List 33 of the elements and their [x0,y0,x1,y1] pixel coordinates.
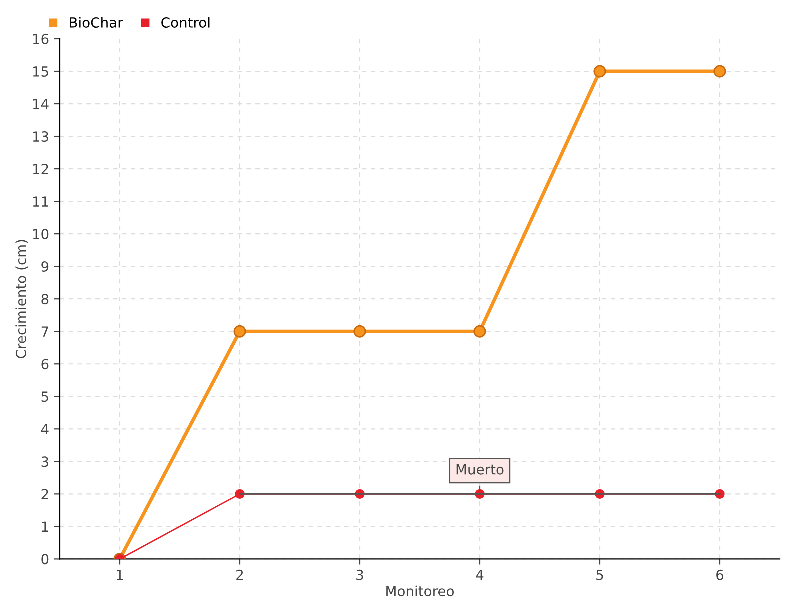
y-tick-label: 0 [42,554,49,565]
point [594,65,606,78]
point [474,325,486,338]
y-tick-label: 6 [42,359,49,370]
y-tick-label: 1 [42,522,48,532]
y-tick-label: 13 [33,132,48,142]
x-tick-label: 5 [596,570,604,580]
y-tick-label: 8 [42,294,49,305]
y-tick-label: 16 [33,34,49,44]
x-axis-title: Monitoreo [386,586,454,597]
annotation: Muerto [456,464,504,475]
legend-label: BioChar [70,17,124,28]
y-tick-label: 9 [42,262,49,272]
y-tick-label: 10 [33,229,49,240]
y-tick-label: 5 [42,392,48,402]
y-tick-label: 14 [33,99,49,110]
y-tick-label: 3 [42,456,48,468]
legend-label: Control [162,17,210,28]
y-tick-label: 4 [41,424,49,434]
x-tick-label: 6 [716,570,724,580]
y-tick-label: 2 [42,489,48,500]
y-tick-label: 12 [33,164,48,174]
y-tick-label: 11 [33,196,48,207]
y-axis-title: Crecimiento (cm) [16,240,28,358]
point [234,325,246,338]
x-tick-label: 3 [356,570,364,580]
x-tick-label: 2 [236,570,244,580]
x-tick-label: 1 [117,570,124,580]
x-tick-label: 4 [476,570,484,580]
point [714,65,726,78]
y-tick-label: 15 [33,66,48,77]
point [354,325,366,338]
y-tick-label: 7 [42,326,48,337]
